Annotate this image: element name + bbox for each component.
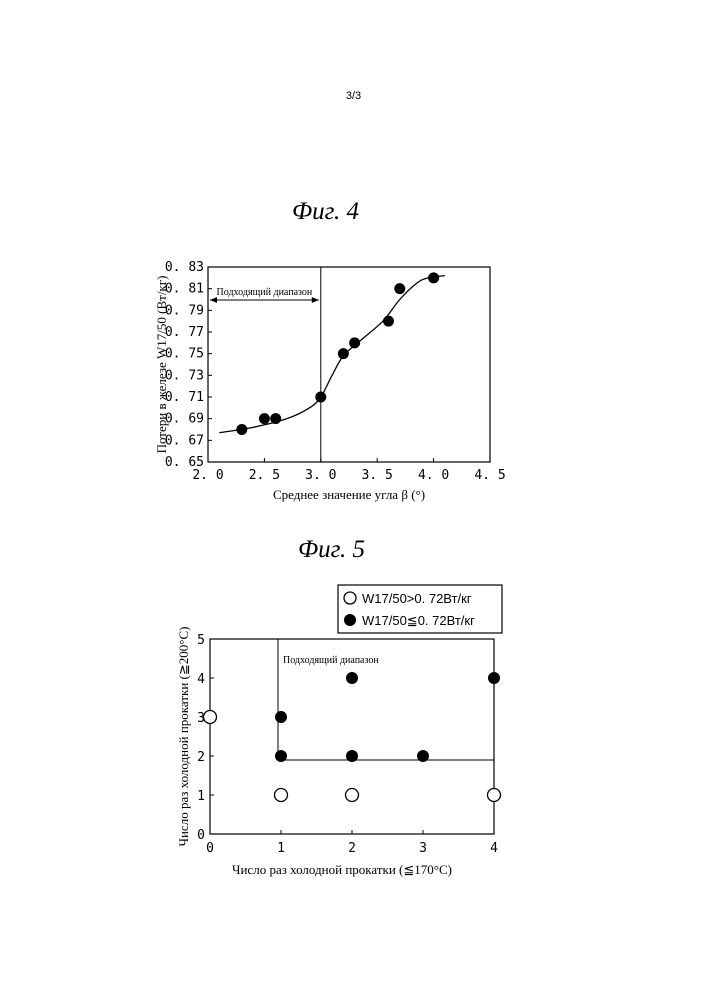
legend-label: W17/50>0. 72Вт/кг (362, 591, 472, 606)
x-tick-label: 1 (277, 841, 285, 856)
legend-filled-marker (344, 614, 356, 626)
y-tick-label: 1 (197, 789, 205, 804)
filled-data-point (346, 672, 358, 684)
y-tick-label: 5 (197, 633, 205, 648)
plot-frame (210, 639, 494, 834)
x-tick-label: 3 (419, 841, 427, 856)
x-tick-label: 0 (206, 841, 214, 856)
y-tick-label: 4 (197, 672, 205, 687)
x-tick-label: 2 (348, 841, 356, 856)
x-axis-label: Число раз холодной прокатки (≦170°C) (232, 862, 452, 877)
open-data-point (275, 789, 288, 802)
y-axis-label: Число раз холодной прокатки (≧200°C) (176, 627, 191, 847)
open-data-point (346, 789, 359, 802)
filled-data-point (346, 750, 358, 762)
filled-data-point (275, 750, 287, 762)
filled-data-point (488, 672, 500, 684)
filled-data-point (417, 750, 429, 762)
legend-label: W17/50≦0. 72Вт/кг (362, 613, 475, 628)
x-tick-label: 4 (490, 841, 498, 856)
range-label: Подходящий диапазон (283, 655, 379, 666)
legend-open-marker (344, 592, 356, 604)
filled-data-point (275, 711, 287, 723)
y-tick-label: 0 (197, 828, 205, 843)
y-tick-label: 2 (197, 750, 205, 765)
open-data-point (204, 711, 217, 724)
open-data-point (488, 789, 501, 802)
